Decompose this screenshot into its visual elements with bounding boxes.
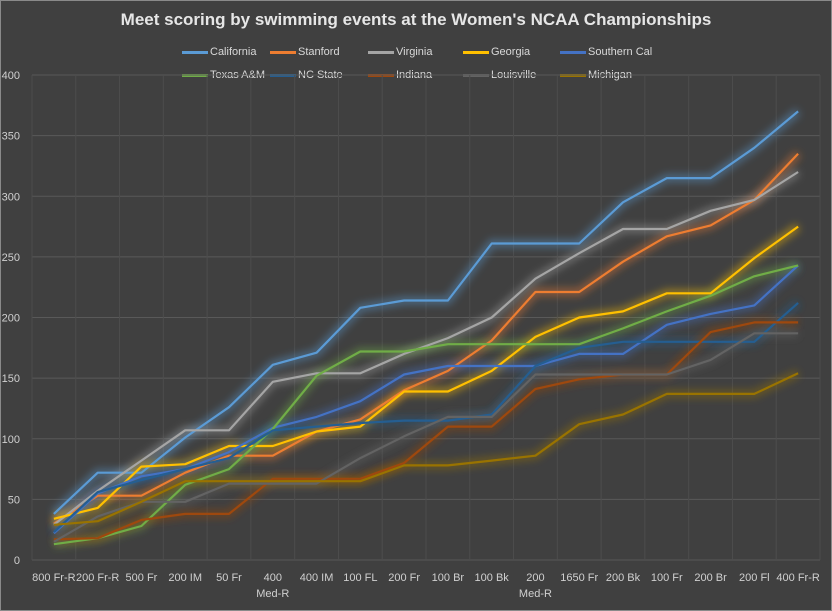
x-tick-label: 200 Bk bbox=[606, 572, 641, 584]
legend-label: Southern Cal bbox=[588, 46, 653, 58]
series-line-michigan bbox=[53, 372, 799, 526]
y-tick-label: 200 bbox=[2, 313, 20, 325]
legend-item[interactable]: Southern Cal bbox=[560, 46, 652, 58]
legend-label: California bbox=[210, 46, 257, 58]
x-tick-label: 1650 Fr bbox=[560, 572, 598, 584]
x-tick-label: 200 bbox=[526, 572, 544, 584]
x-tick-label: 400 bbox=[264, 572, 282, 584]
y-tick-label: 350 bbox=[2, 131, 20, 143]
y-tick-label: 150 bbox=[2, 373, 20, 385]
series-line-california bbox=[53, 110, 799, 515]
series-lines bbox=[53, 110, 799, 546]
y-tick-label: 400 bbox=[2, 70, 20, 82]
legend-swatch bbox=[463, 50, 489, 54]
y-tick-label: 300 bbox=[2, 191, 20, 203]
legend-label: Virginia bbox=[396, 46, 433, 58]
legend-item[interactable]: California bbox=[182, 46, 256, 58]
x-tick-label: 200 Br bbox=[694, 572, 727, 584]
series-line-stanford bbox=[53, 153, 799, 525]
x-tick-label: 200 IM bbox=[168, 572, 202, 584]
legend-label: Georgia bbox=[491, 46, 531, 58]
x-tick-label: 200 Fr-R bbox=[76, 572, 119, 584]
series-line-texas-a-m bbox=[53, 264, 799, 546]
x-tick-label: 200 Fl bbox=[739, 572, 770, 584]
chart-title: Meet scoring by swimming events at the W… bbox=[120, 10, 712, 29]
legend-item[interactable]: Georgia bbox=[463, 46, 530, 58]
x-axis-ticks: 800 Fr-R 200 Fr-R 500 Fr 200 IM 50 Fr 400 Med-… bbox=[32, 572, 820, 600]
x-tick-label: 400 IM bbox=[300, 572, 334, 584]
legend-swatch bbox=[270, 50, 296, 54]
series-line-louisville bbox=[53, 332, 799, 543]
x-tick-label: 100 FL bbox=[343, 572, 377, 584]
x-tick-label: 50 Fr bbox=[216, 572, 242, 584]
x-tick-label: 400 Fr-R bbox=[776, 572, 819, 584]
x-tick-label: 100 Br bbox=[432, 572, 465, 584]
x-tick-label: Med-R bbox=[519, 588, 552, 600]
series-line-virginia bbox=[53, 171, 799, 526]
y-axis-ticks: 0 50 100 150 200 250 300 350 400 bbox=[2, 70, 20, 567]
series-line-indiana bbox=[53, 321, 799, 541]
legend-swatch bbox=[560, 50, 586, 54]
x-tick-label: 100 Fr bbox=[651, 572, 683, 584]
y-tick-label: 250 bbox=[2, 252, 20, 264]
x-tick-label: 500 Fr bbox=[126, 572, 158, 584]
legend-row: California Stanford Virginia Georgia Souther… bbox=[0, 46, 832, 62]
y-tick-label: 50 bbox=[8, 494, 20, 506]
legend-swatch bbox=[368, 50, 394, 54]
x-tick-label: 100 Bk bbox=[475, 572, 510, 584]
x-tick-label: 200 Fr bbox=[388, 572, 420, 584]
x-tick-label: Med-R bbox=[256, 588, 289, 600]
y-tick-label: 0 bbox=[14, 555, 20, 567]
legend-item[interactable]: Stanford bbox=[270, 46, 340, 58]
y-tick-label: 100 bbox=[2, 434, 20, 446]
series-line-nc-state bbox=[53, 302, 799, 533]
x-tick-label: 800 Fr-R bbox=[32, 572, 75, 584]
legend-item[interactable]: Virginia bbox=[368, 46, 433, 58]
series-line-georgia bbox=[53, 225, 799, 520]
legend-label: Stanford bbox=[298, 46, 340, 58]
legend-swatch bbox=[182, 50, 208, 54]
